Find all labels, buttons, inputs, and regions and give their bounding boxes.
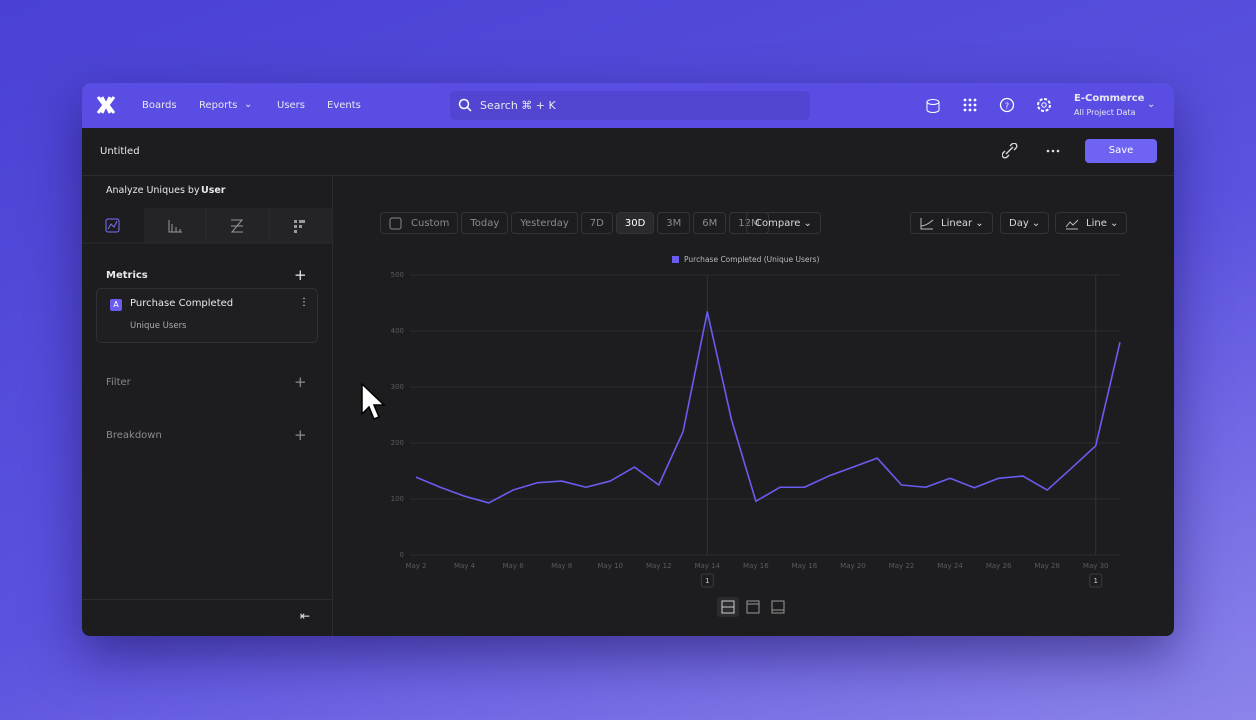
collapse-button[interactable]: ⇤ [300, 609, 311, 623]
metric-menu[interactable]: ⋮ [299, 297, 309, 308]
metric-badge: A [110, 299, 122, 311]
x-tick-label: May 6 [503, 562, 525, 570]
x-tick-label: May 14 [695, 562, 721, 570]
sidebar: Analyze Uniques by User Metrics + A Purc… [82, 175, 333, 636]
analyze-label: Analyze Uniques by [106, 185, 200, 196]
chart-type-button[interactable]: Line ⌄ [1055, 212, 1128, 234]
metrics-title: Metrics [106, 270, 148, 281]
y-tick-label: 300 [391, 383, 404, 391]
breakdown-label: Breakdown [106, 430, 162, 441]
report-title[interactable]: Untitled [100, 146, 140, 157]
nav-item[interactable]: Reports [199, 100, 238, 111]
chevron: ⌄ [244, 99, 253, 110]
x-tick-label: May 18 [792, 562, 818, 570]
annotation-label: 1 [705, 577, 709, 585]
x-tick-label: May 16 [743, 562, 769, 570]
mouse-cursor [361, 382, 386, 420]
save-button[interactable]: Save [1085, 139, 1157, 163]
range-button[interactable]: 3M [657, 212, 691, 234]
toolbar-icons [920, 218, 1079, 230]
search-text: Search ⌘ + K [480, 99, 556, 112]
interval-text: Day [1009, 218, 1029, 229]
y-tick-label: 400 [391, 327, 404, 335]
project-name[interactable]: E-Commerce [1074, 93, 1145, 104]
range-group: Custom Today Yesterday 7D 30D 3M 6M 12M [380, 212, 769, 234]
scale-button[interactable]: Linear ⌄ [910, 212, 993, 234]
x-tick-label: May 8 [551, 562, 572, 570]
nav-item[interactable]: Boards [142, 100, 177, 111]
range-button[interactable]: Custom [380, 212, 459, 234]
annotation-label: 1 [1093, 577, 1097, 585]
add-breakdown[interactable]: + [294, 426, 307, 444]
top-nav: Boards Reports ⌄ Users Events Search ⌘ +… [82, 83, 1174, 128]
x-tick-label: May 12 [646, 562, 672, 570]
tabs[interactable] [82, 208, 332, 244]
x-tick-label: May 22 [889, 562, 915, 570]
search-box[interactable]: Search ⌘ + K [450, 91, 810, 120]
annotation-box [1089, 573, 1103, 588]
range-button[interactable]: Today [461, 212, 509, 234]
x-tick-label: May 4 [454, 562, 476, 570]
divider [82, 599, 332, 600]
add-filter[interactable]: + [294, 373, 307, 391]
range-button[interactable]: 30D [615, 212, 655, 234]
metric-card[interactable]: A Purchase Completed Unique Users ⋮ [96, 288, 318, 343]
scale-text: Linear [941, 218, 973, 229]
range-button[interactable]: Yesterday [511, 212, 578, 234]
logo[interactable] [96, 95, 116, 115]
y-tick-label: 500 [391, 271, 404, 279]
nav-item[interactable]: Events [327, 100, 361, 111]
chart-type-text: Line [1086, 218, 1107, 229]
chevron: ⌄ [1147, 99, 1156, 110]
x-tick-label: May 26 [986, 562, 1012, 570]
compare-text: Compare [755, 218, 801, 229]
nav-item[interactable]: Users [277, 100, 306, 111]
header-bar: Untitled Save [82, 128, 1174, 176]
interval-button[interactable]: Day ⌄ [1000, 212, 1050, 234]
x-tick-label: May 20 [840, 562, 866, 570]
header-icons[interactable] [1002, 143, 1062, 159]
legend-swatch[interactable] [672, 256, 679, 263]
x-tick-label: May 28 [1034, 562, 1060, 570]
series-line [415, 311, 1121, 504]
compare-button[interactable]: Compare ⌄ [746, 212, 821, 234]
nav-icons[interactable]: ? [924, 97, 1124, 115]
x-tick-label: May 24 [937, 562, 963, 570]
x-tick-label: May 30 [1083, 562, 1109, 570]
layout-buttons[interactable] [716, 596, 792, 618]
app-window: Boards Reports ⌄ Users Events Search ⌘ +… [82, 83, 1174, 636]
legend-label: Purchase Completed (Unique Users) [684, 255, 819, 264]
filter-label: Filter [106, 377, 131, 388]
metric-name: Purchase Completed [130, 298, 234, 309]
add-metric[interactable]: + [294, 266, 307, 284]
range-button[interactable]: 6M [693, 212, 727, 234]
x-tick-label: May 10 [597, 562, 623, 570]
svg-text:?: ? [1005, 102, 1009, 111]
project-sub: All Project Data [1074, 108, 1136, 117]
search-icon [458, 98, 472, 112]
y-tick-label: 100 [391, 495, 404, 503]
y-tick-label: 0 [400, 551, 404, 559]
annotation-box [700, 573, 714, 588]
y-tick-label: 200 [391, 439, 404, 447]
range-button[interactable]: 7D [580, 212, 613, 234]
x-tick-label: May 2 [405, 562, 426, 570]
metric-sub: Unique Users [130, 321, 187, 331]
calendar-icon [389, 217, 402, 230]
analyze-value[interactable]: User [201, 185, 226, 196]
